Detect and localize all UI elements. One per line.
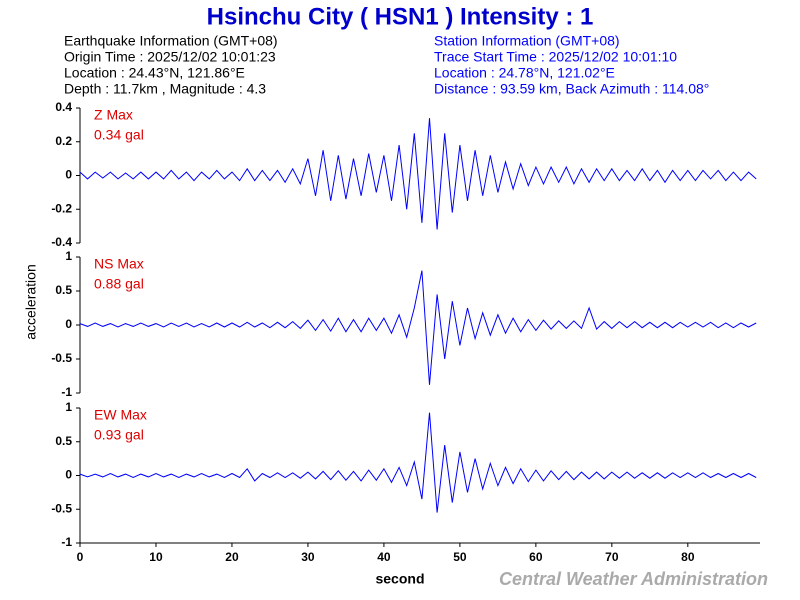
x-axis-label: second <box>375 571 424 587</box>
footer: Central Weather Administration <box>499 569 768 589</box>
station-info: Trace Start Time : 2025/12/02 10:01:10 <box>434 49 677 65</box>
annotation: 0.93 gal <box>94 427 144 443</box>
x-tick-label: 80 <box>681 550 695 564</box>
eq-info: Depth : 11.7km , Magnitude : 4.3 <box>64 81 266 97</box>
annotation: Z Max <box>94 107 133 123</box>
station-info: Station Information (GMT+08) <box>434 33 620 49</box>
annotation: 0.88 gal <box>94 276 144 292</box>
station-info: Location : 24.78°N, 121.02°E <box>434 65 615 81</box>
eq-info: Origin Time : 2025/12/02 10:01:23 <box>64 49 276 65</box>
annotation: 0.34 gal <box>94 127 144 143</box>
y-tick-label: 1 <box>65 249 72 263</box>
y-tick-label: -0.2 <box>51 201 72 215</box>
station-info: Distance : 93.59 km, Back Azimuth : 114.… <box>434 81 709 97</box>
waveform <box>79 412 757 513</box>
x-tick-label: 30 <box>301 550 315 564</box>
annotation: EW Max <box>94 407 147 423</box>
y-tick-label: -0.4 <box>51 235 72 249</box>
y-tick-label: -0.5 <box>51 501 72 515</box>
y-tick-label: 1 <box>65 400 72 414</box>
y-tick-label: 0 <box>65 468 72 482</box>
x-tick-label: 40 <box>377 550 391 564</box>
eq-info: Location : 24.43°N, 121.86°E <box>64 65 245 81</box>
y-tick-label: 0 <box>65 168 72 182</box>
x-tick-label: 20 <box>225 550 239 564</box>
y-tick-label: -0.5 <box>51 351 72 365</box>
waveform <box>79 118 757 230</box>
y-tick-label: -1 <box>61 385 72 399</box>
y-tick-label: 0.5 <box>55 283 72 297</box>
x-tick-label: 10 <box>149 550 163 564</box>
eq-info: Earthquake Information (GMT+08) <box>64 33 278 49</box>
x-tick-label: 0 <box>77 550 84 564</box>
waveform <box>79 270 757 385</box>
annotation: NS Max <box>94 256 144 272</box>
y-tick-label: -1 <box>61 535 72 549</box>
title: Hsinchu City ( HSN1 ) Intensity : 1 <box>207 3 594 30</box>
y-tick-label: 0.4 <box>55 100 72 114</box>
y-axis-label: acceleration <box>23 264 39 340</box>
x-tick-label: 60 <box>529 550 543 564</box>
y-tick-label: 0.2 <box>55 134 72 148</box>
x-tick-label: 50 <box>453 550 467 564</box>
y-tick-label: 0.5 <box>55 434 72 448</box>
x-tick-label: 70 <box>605 550 619 564</box>
y-tick-label: 0 <box>65 317 72 331</box>
